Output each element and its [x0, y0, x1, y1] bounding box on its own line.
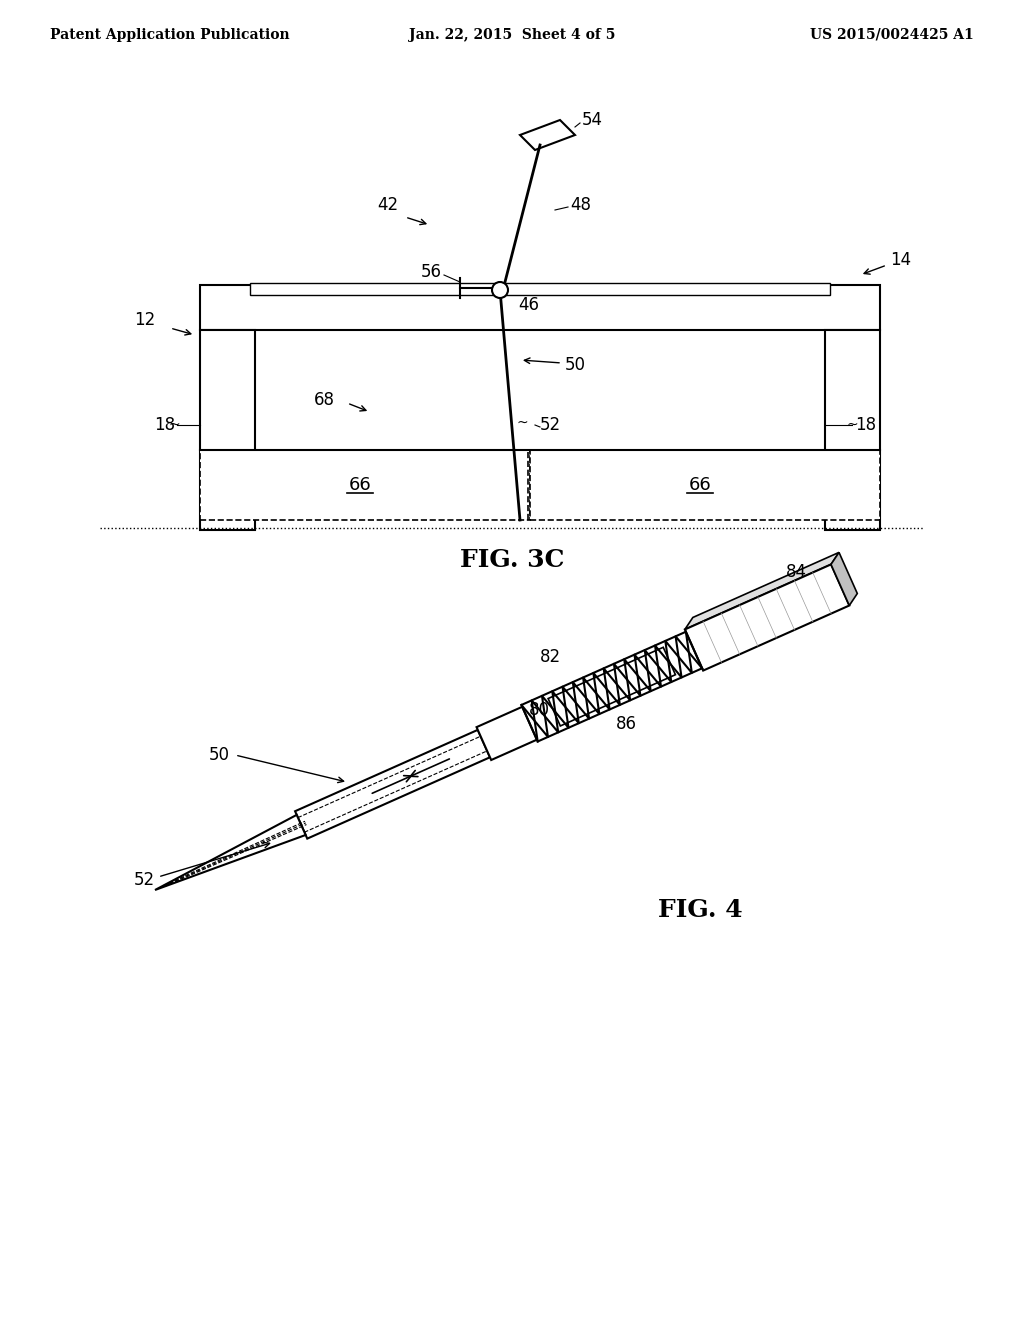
Text: Patent Application Publication: Patent Application Publication	[50, 28, 290, 42]
Text: 82: 82	[540, 648, 561, 667]
Text: 52: 52	[134, 871, 155, 888]
Text: 86: 86	[615, 714, 637, 733]
Text: 80: 80	[528, 701, 550, 719]
Text: ~: ~	[847, 418, 859, 432]
Text: ~: ~	[516, 416, 528, 430]
Text: 68: 68	[314, 391, 335, 409]
Bar	[530, 450, 880, 520]
Polygon shape	[685, 565, 849, 671]
Text: Jan. 22, 2015  Sheet 4 of 5: Jan. 22, 2015 Sheet 4 of 5	[409, 28, 615, 42]
Polygon shape	[520, 120, 575, 150]
Text: 52: 52	[540, 416, 561, 434]
Bar	[250, 282, 830, 294]
Text: 18: 18	[855, 416, 877, 434]
Bar	[200, 285, 880, 330]
Bar	[825, 330, 880, 531]
Text: 50: 50	[565, 356, 586, 374]
Text: 84: 84	[785, 564, 807, 581]
Polygon shape	[476, 706, 537, 760]
Text: FIG. 3C: FIG. 3C	[460, 548, 564, 572]
Polygon shape	[831, 552, 857, 606]
Bar	[200, 330, 255, 531]
Bar	[200, 450, 530, 520]
Text: 14: 14	[890, 251, 911, 269]
Text: 48: 48	[570, 195, 591, 214]
Text: 54: 54	[582, 111, 603, 129]
Polygon shape	[155, 814, 305, 890]
Polygon shape	[685, 552, 839, 630]
Text: US 2015/0024425 A1: US 2015/0024425 A1	[810, 28, 974, 42]
Polygon shape	[295, 730, 489, 838]
Text: 12: 12	[134, 312, 155, 329]
Text: 42: 42	[378, 195, 398, 214]
Polygon shape	[548, 647, 676, 726]
Text: 66: 66	[348, 477, 372, 494]
Text: ~: ~	[168, 418, 180, 432]
Circle shape	[492, 282, 508, 298]
Text: 50: 50	[209, 746, 230, 764]
Text: 18: 18	[154, 416, 175, 434]
Text: 66: 66	[688, 477, 712, 494]
Text: 46: 46	[518, 296, 539, 314]
Text: FIG. 4: FIG. 4	[657, 898, 742, 921]
Text: 56: 56	[421, 263, 442, 281]
